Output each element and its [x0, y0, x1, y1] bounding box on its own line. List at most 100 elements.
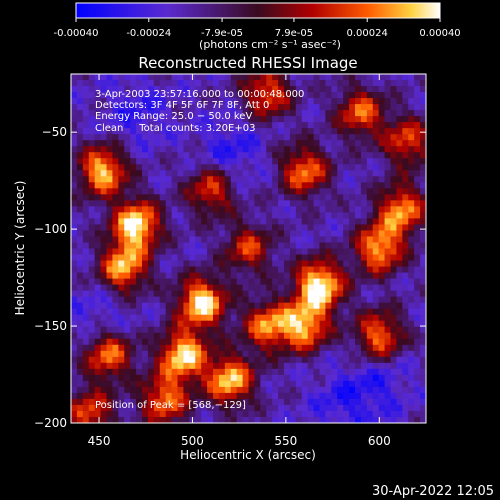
heatmap-cell	[266, 146, 273, 153]
heatmap-cell	[325, 386, 332, 394]
heatmap-cell	[183, 128, 190, 135]
heatmap-cell	[378, 224, 386, 232]
heatmap-cell	[236, 224, 244, 232]
heatmap-cell	[414, 308, 421, 316]
heatmap-cell	[236, 140, 244, 147]
heatmap-cell	[390, 320, 398, 328]
heatmap-cell	[272, 104, 279, 111]
heatmap-cell	[289, 326, 297, 334]
heatmap-cell	[236, 266, 244, 274]
heatmap-cell	[136, 284, 143, 292]
heatmap-cell	[360, 122, 368, 129]
heatmap-cell	[130, 314, 137, 322]
heatmap-cell	[331, 146, 338, 153]
heatmap-cell	[130, 344, 137, 352]
heatmap-cell	[289, 350, 297, 358]
heatmap-cell	[130, 326, 137, 334]
heatmap-cell	[82, 296, 90, 304]
heatmap-cell	[94, 254, 102, 262]
heatmap-cell	[349, 338, 356, 346]
heatmap-cell	[94, 242, 102, 250]
heatmap-cell	[319, 200, 327, 207]
heatmap-cell	[94, 326, 102, 334]
heatmap-cell	[378, 122, 386, 129]
heatmap-cell	[331, 260, 338, 268]
heatmap-cell	[177, 86, 185, 93]
heatmap-cell	[94, 296, 102, 304]
heatmap-cell	[378, 350, 386, 358]
heatmap-cell	[213, 374, 220, 382]
heatmap-cell	[272, 266, 279, 274]
heatmap-cell	[76, 236, 84, 244]
heatmap-cell	[266, 140, 273, 147]
heatmap-cell	[218, 332, 226, 340]
heatmap-cell	[325, 236, 332, 244]
heatmap-cell	[118, 134, 125, 141]
heatmap-cell	[142, 290, 149, 298]
heatmap-cell	[301, 260, 309, 268]
heatmap-cell	[248, 200, 256, 207]
heatmap-cell	[260, 404, 267, 412]
heatmap-cell	[272, 242, 279, 250]
heatmap-cell	[360, 278, 368, 286]
heatmap-cell	[76, 362, 84, 370]
heatmap-cell	[408, 302, 415, 310]
heatmap-cell	[207, 74, 214, 81]
heatmap-cell	[82, 386, 90, 394]
heatmap-cell	[396, 176, 403, 183]
heatmap-cell	[384, 284, 392, 292]
heatmap-cell	[355, 296, 362, 304]
heatmap-cell	[301, 74, 309, 81]
heatmap-cell	[313, 170, 321, 177]
heatmap-cell	[147, 122, 155, 129]
heatmap-cell	[278, 218, 285, 226]
heatmap-cell	[272, 272, 279, 280]
heatmap-cell	[248, 410, 256, 418]
heatmap-cell	[278, 188, 285, 195]
heatmap-cell	[343, 170, 350, 177]
heatmap-cell	[284, 290, 291, 298]
heatmap-cell	[402, 128, 409, 135]
heatmap-cell	[136, 86, 143, 93]
heatmap-cell	[366, 80, 374, 87]
heatmap-cell	[147, 398, 155, 406]
heatmap-cell	[230, 86, 238, 93]
heatmap-cell	[313, 224, 321, 232]
heatmap-cell	[165, 164, 173, 171]
heatmap-cell	[284, 350, 291, 358]
heatmap-cell	[266, 224, 273, 232]
heatmap-cell	[360, 116, 368, 123]
heatmap-cell	[360, 248, 368, 256]
heatmap-cell	[319, 314, 327, 322]
heatmap-cell	[307, 236, 315, 244]
heatmap-cell	[260, 248, 267, 256]
heatmap-cell	[213, 212, 220, 220]
heatmap-cell	[301, 206, 309, 213]
heatmap-cell	[159, 194, 167, 201]
heatmap-cell	[153, 362, 161, 370]
heatmap-cell	[390, 146, 398, 153]
heatmap-cell	[325, 206, 332, 213]
heatmap-cell	[136, 350, 143, 358]
heatmap-cell	[396, 386, 403, 394]
heatmap-cell	[254, 212, 261, 220]
heatmap-cell	[349, 308, 356, 316]
heatmap-cell	[325, 410, 332, 418]
heatmap-cell	[207, 398, 214, 406]
heatmap-cell	[284, 380, 291, 388]
heatmap-cell	[289, 248, 297, 256]
heatmap-cell	[272, 416, 279, 423]
heatmap-cell	[307, 92, 315, 99]
heatmap-cell	[94, 176, 102, 183]
heatmap-cell	[88, 368, 96, 376]
heatmap-cell	[224, 92, 232, 99]
heatmap-cell	[213, 380, 220, 388]
heatmap-cell	[177, 380, 185, 388]
heatmap-cell	[331, 416, 338, 423]
heatmap-cell	[236, 212, 244, 220]
heatmap-cell	[100, 296, 108, 304]
heatmap-cell	[260, 164, 267, 171]
heatmap-cell	[301, 386, 309, 394]
heatmap-cell	[118, 374, 125, 382]
heatmap-cell	[207, 302, 214, 310]
